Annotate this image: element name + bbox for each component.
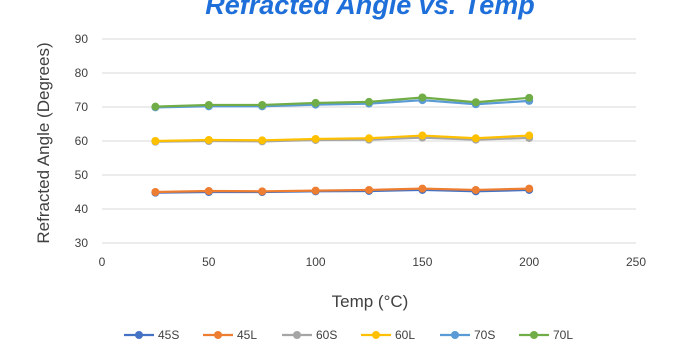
x-tick-label: 200 [519, 255, 539, 269]
y-tick-label: 50 [75, 168, 89, 182]
data-point [204, 135, 213, 144]
series-line [155, 134, 530, 143]
y-axis-label: Refracted Angle (Degrees) [34, 42, 53, 243]
x-tick-label: 0 [99, 255, 106, 269]
legend-marker [451, 331, 459, 339]
x-tick-label: 150 [412, 255, 432, 269]
legend-marker [293, 331, 301, 339]
x-tick-label: 50 [202, 255, 216, 269]
y-tick-label: 60 [75, 134, 89, 148]
y-tick-label: 70 [75, 100, 89, 114]
data-point [151, 102, 160, 111]
x-tick-label: 250 [626, 255, 646, 269]
legend: 45S 45L 60S 60L 70S 70L [124, 328, 573, 342]
data-point [365, 134, 373, 143]
data-point [525, 184, 534, 193]
x-tick-label: 100 [306, 255, 326, 269]
series-line [155, 99, 530, 109]
data-point [204, 100, 213, 109]
tick-labels: 30 40 50 60 70 80 90 0 50 100 150 200 250 [75, 32, 647, 269]
data-point [311, 186, 320, 195]
chart-title: Refracted Angle vs. Temp [205, 0, 535, 20]
data-point [418, 93, 427, 102]
data-point [418, 184, 427, 193]
data-point [151, 137, 160, 145]
legend-marker [135, 331, 143, 339]
x-axis-label: Temp (°C) [332, 292, 409, 311]
data-point [258, 100, 267, 109]
data-point [525, 131, 534, 140]
legend-label: 70L [553, 328, 573, 342]
data-point [151, 188, 160, 196]
series-line [155, 187, 530, 194]
y-tick-label: 80 [75, 66, 89, 80]
legend-item: 45L [203, 328, 257, 342]
legend-marker [372, 331, 380, 339]
y-tick-label: 30 [75, 236, 89, 250]
data-point [525, 93, 534, 102]
legend-label: 70S [474, 328, 495, 342]
legend-label: 60S [316, 328, 337, 342]
legend-label: 45L [237, 328, 257, 342]
data-point [365, 185, 373, 194]
legend-label: 45S [158, 328, 179, 342]
data-point [311, 134, 320, 143]
data-point [258, 187, 267, 196]
series-45L [151, 184, 534, 196]
legend-item: 45S [124, 328, 179, 342]
series-70L [151, 93, 534, 111]
legend-item: 60L [361, 328, 415, 342]
legend-item: 60S [282, 328, 337, 342]
data-point [471, 98, 480, 107]
legend-item: 70S [440, 328, 495, 342]
data-series [151, 93, 534, 197]
data-point [204, 186, 213, 195]
data-point [471, 185, 480, 194]
series-line [155, 96, 530, 108]
legend-label: 60L [395, 328, 415, 342]
legend-item: 70L [519, 328, 573, 342]
data-point [471, 134, 480, 143]
data-point [365, 97, 373, 106]
legend-marker [214, 331, 222, 339]
data-point [311, 98, 320, 107]
y-tick-label: 40 [75, 202, 89, 216]
data-point [258, 136, 267, 145]
y-tick-label: 90 [75, 32, 89, 46]
data-point [418, 131, 427, 140]
series-60L [151, 131, 534, 145]
legend-marker [530, 331, 538, 339]
